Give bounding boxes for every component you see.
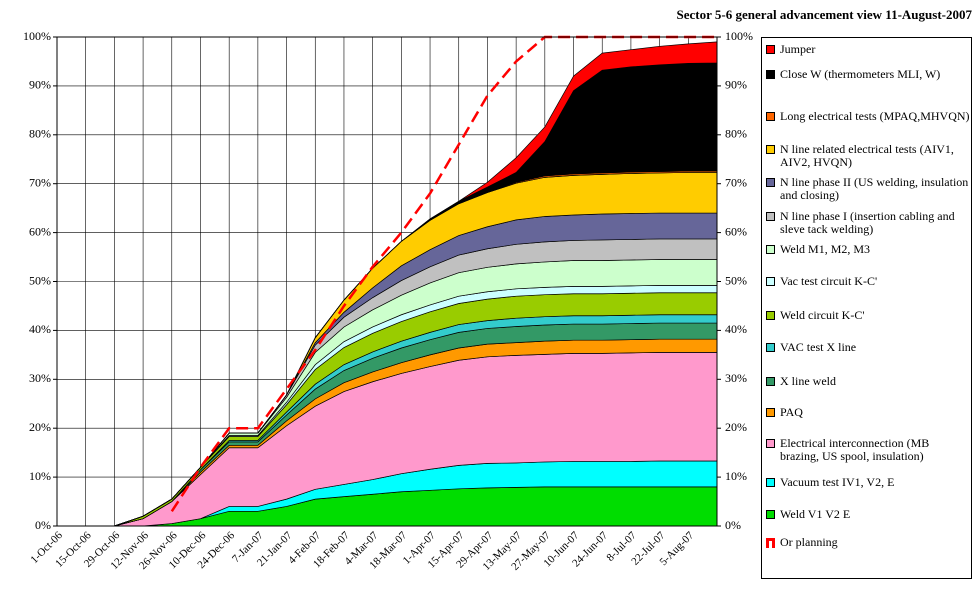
- legend-swatch: [766, 377, 775, 386]
- plot-border: [56, 36, 718, 527]
- legend-item: Weld circuit K-C': [766, 309, 971, 322]
- legend-label: PAQ: [780, 405, 803, 419]
- legend-swatch: [766, 343, 775, 352]
- legend-label: Vacuum test IV1, V2, E: [780, 475, 895, 489]
- legend-item: Weld V1 V2 E: [766, 508, 971, 521]
- legend-item: VAC test X line: [766, 341, 971, 354]
- y2-tick-label: 20%: [725, 420, 747, 434]
- y-tick-label: 0%: [35, 518, 51, 532]
- legend-swatch: [766, 112, 775, 121]
- legend-label: Close W (thermometers MLI, W): [780, 67, 941, 81]
- legend-swatch: [766, 439, 775, 448]
- legend-item: Electrical interconnection (MB brazing, …: [766, 437, 971, 463]
- legend-item: X line weld: [766, 375, 971, 388]
- legend-item: Or planning: [766, 536, 971, 549]
- legend-swatch: [766, 478, 775, 487]
- legend-swatch: [766, 245, 775, 254]
- legend-label: X line weld: [780, 374, 836, 388]
- legend-swatch: [766, 145, 775, 154]
- y-tick-label: 30%: [29, 371, 51, 385]
- y2-tick-label: 100%: [725, 29, 753, 43]
- legend-label: Weld V1 V2 E: [780, 507, 851, 521]
- legend-label: N line phase II (US welding, insulation …: [780, 175, 969, 202]
- legend: Jumper Close W (thermometers MLI, W) Long …: [761, 37, 972, 579]
- legend-item: Close W (thermometers MLI, W): [766, 68, 971, 81]
- legend-label: Jumper: [780, 42, 816, 56]
- legend-swatch: [766, 510, 775, 519]
- y2-tick-label: 60%: [725, 224, 747, 238]
- y2-tick-label: 0%: [725, 518, 741, 532]
- legend-label: VAC test X line: [780, 340, 857, 354]
- y-tick-label: 60%: [29, 224, 51, 238]
- y-tick-label: 10%: [29, 469, 51, 483]
- legend-swatch: [766, 212, 775, 221]
- y-tick-label: 50%: [29, 273, 51, 287]
- y2-tick-label: 40%: [725, 322, 747, 336]
- legend-swatch: [766, 45, 775, 54]
- y-tick-label: 20%: [29, 420, 51, 434]
- y2-tick-label: 10%: [725, 469, 747, 483]
- legend-label: N line phase I (insertion cabling and sl…: [780, 209, 955, 236]
- y-tick-label: 90%: [29, 78, 51, 92]
- planning-line: [170, 35, 717, 513]
- legend-item: Long electrical tests (MPAQ,MHVQN): [766, 110, 971, 123]
- legend-swatch: [766, 178, 775, 187]
- y-tick-label: 80%: [29, 127, 51, 141]
- legend-label: Weld circuit K-C': [780, 308, 865, 322]
- legend-item: PAQ: [766, 406, 971, 419]
- legend-item: N line phase II (US welding, insulation …: [766, 176, 971, 202]
- y2-tick-label: 80%: [725, 127, 747, 141]
- legend-swatch: [766, 538, 775, 548]
- legend-item: N line phase I (insertion cabling and sl…: [766, 210, 971, 236]
- legend-item: Jumper: [766, 43, 971, 56]
- legend-label: Or planning: [780, 535, 838, 549]
- legend-swatch: [766, 277, 775, 286]
- y2-tick-label: 30%: [725, 371, 747, 385]
- legend-item: Vacuum test IV1, V2, E: [766, 476, 971, 489]
- y2-tick-label: 90%: [725, 78, 747, 92]
- legend-label: Vac test circuit K-C': [780, 274, 878, 288]
- y2-tick-label: 70%: [725, 175, 747, 189]
- y-tick-label: 40%: [29, 322, 51, 336]
- legend-swatch: [766, 311, 775, 320]
- legend-item: N line related electrical tests (AIV1, A…: [766, 143, 971, 169]
- legend-label: Long electrical tests (MPAQ,MHVQN): [780, 109, 970, 123]
- y-tick-label: 70%: [29, 175, 51, 189]
- legend-label: Electrical interconnection (MB brazing, …: [780, 436, 930, 463]
- chart-title: Sector 5-6 general advancement view 11-A…: [677, 7, 973, 22]
- y2-tick-label: 50%: [725, 273, 747, 287]
- legend-swatch: [766, 70, 775, 79]
- legend-item: Vac test circuit K-C': [766, 275, 971, 288]
- y-tick-label: 100%: [23, 29, 51, 43]
- legend-swatch: [766, 408, 775, 417]
- legend-label: N line related electrical tests (AIV1, A…: [780, 142, 954, 169]
- legend-item: Weld M1, M2, M3: [766, 243, 971, 256]
- legend-label: Weld M1, M2, M3: [780, 242, 871, 256]
